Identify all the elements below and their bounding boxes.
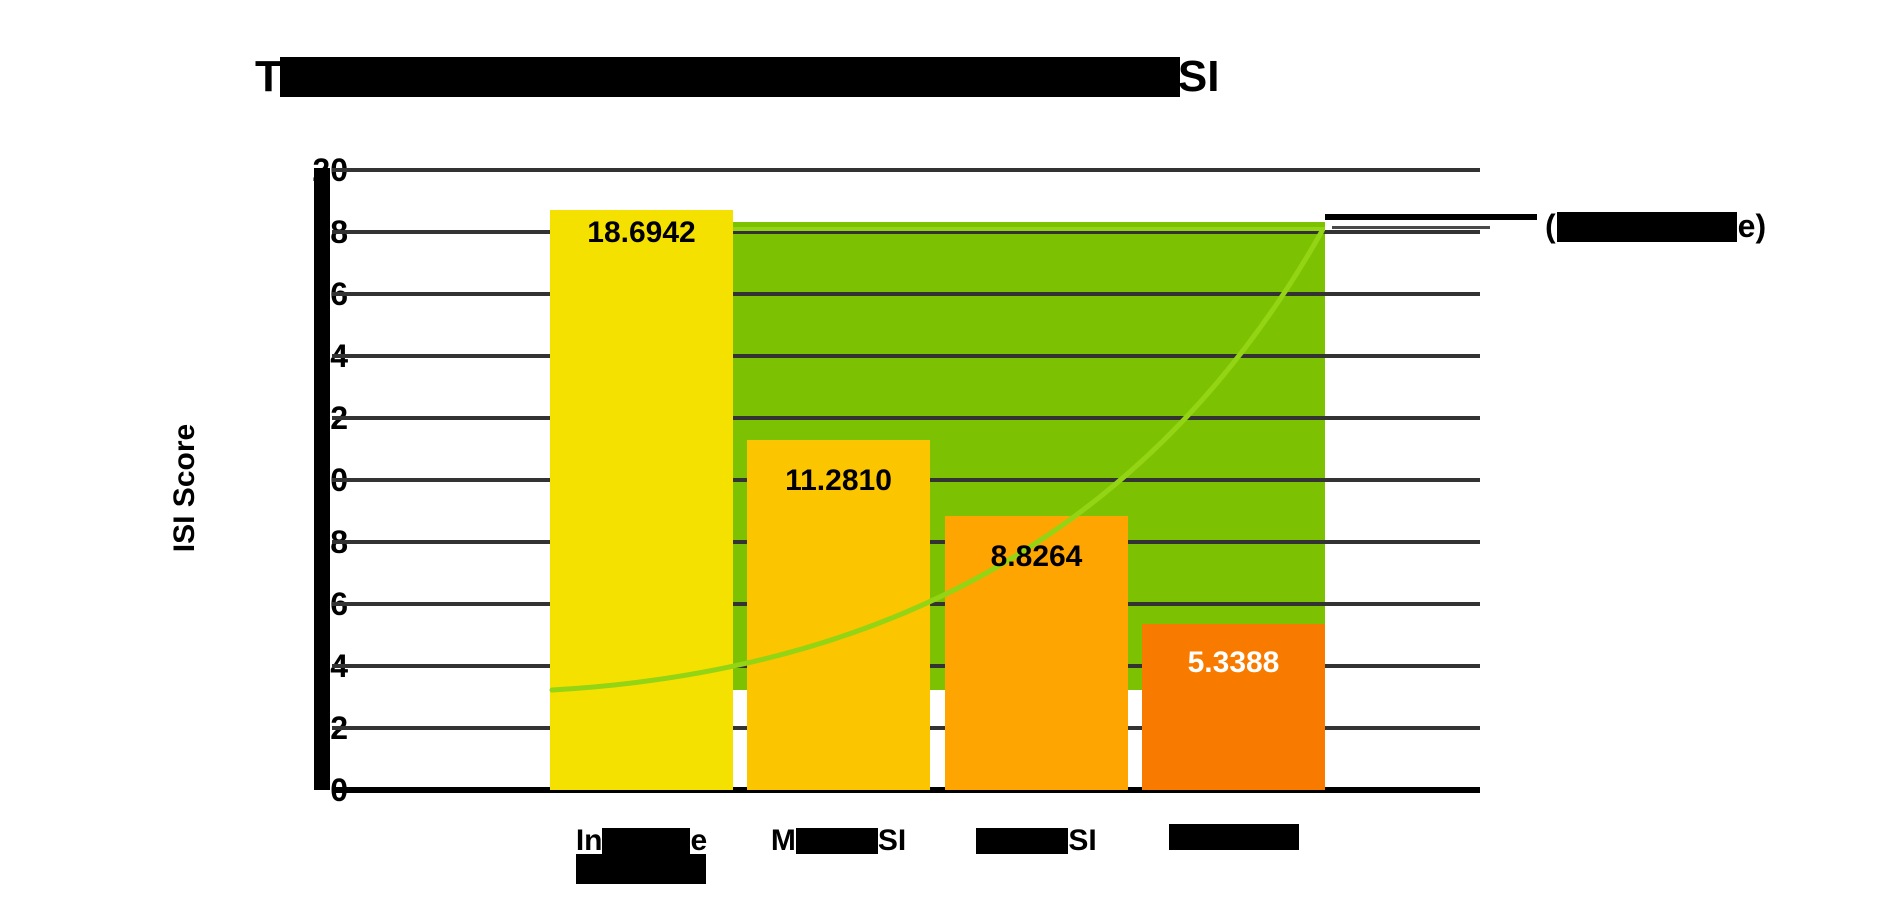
redacted-title-block xyxy=(279,57,1180,97)
legend-leader-line-shadow xyxy=(1332,226,1490,229)
title-visible-start: T xyxy=(255,52,282,101)
bar-1 xyxy=(550,210,733,790)
chart-title: T SI xyxy=(255,52,1219,102)
redacted-x-label-1-block xyxy=(602,828,691,854)
highlight-area-top-edge xyxy=(733,227,1325,231)
x-label-1-start: In xyxy=(575,824,603,857)
gridline xyxy=(332,230,1480,234)
title-visible-end: SI xyxy=(1177,52,1220,101)
legend-leader-line xyxy=(1325,214,1537,220)
y-axis-redaction-bar xyxy=(314,168,330,790)
gridline xyxy=(332,354,1480,358)
x-label-2-end: SI xyxy=(877,824,907,857)
x-label-1: In e xyxy=(550,824,733,858)
trend-line xyxy=(549,228,1325,693)
legend-visible-end: e) xyxy=(1737,208,1767,244)
gridline xyxy=(332,168,1480,172)
bar-3 xyxy=(945,516,1128,790)
x-label-2-start: M xyxy=(770,824,796,857)
x-label-2: M SI xyxy=(747,824,930,858)
bar-4-value-label: 5.3388 xyxy=(1187,646,1280,680)
gridline xyxy=(332,416,1480,420)
bar-4 xyxy=(1142,624,1325,790)
redacted-x-label-1-second-line xyxy=(576,854,706,884)
redacted-x-label-4-block xyxy=(1168,824,1299,850)
bar-3-value-label: 8.8264 xyxy=(990,540,1083,574)
bar-1-value-label: 18.6942 xyxy=(587,216,696,250)
legend-visible-start: ( xyxy=(1545,208,1556,244)
legend-label: ( e) xyxy=(1545,208,1766,245)
x-axis-line xyxy=(332,787,1480,793)
x-label-3-end: SI xyxy=(1068,824,1097,857)
gridline xyxy=(332,292,1480,296)
redacted-legend-block xyxy=(1556,211,1737,242)
x-label-3: SI xyxy=(945,824,1128,858)
x-label-1-end: e xyxy=(690,824,708,857)
redacted-x-label-3-block xyxy=(976,828,1069,854)
x-label-4 xyxy=(1142,824,1325,850)
redacted-x-label-2-block xyxy=(795,828,878,854)
bar-2-value-label: 11.2810 xyxy=(785,464,892,498)
